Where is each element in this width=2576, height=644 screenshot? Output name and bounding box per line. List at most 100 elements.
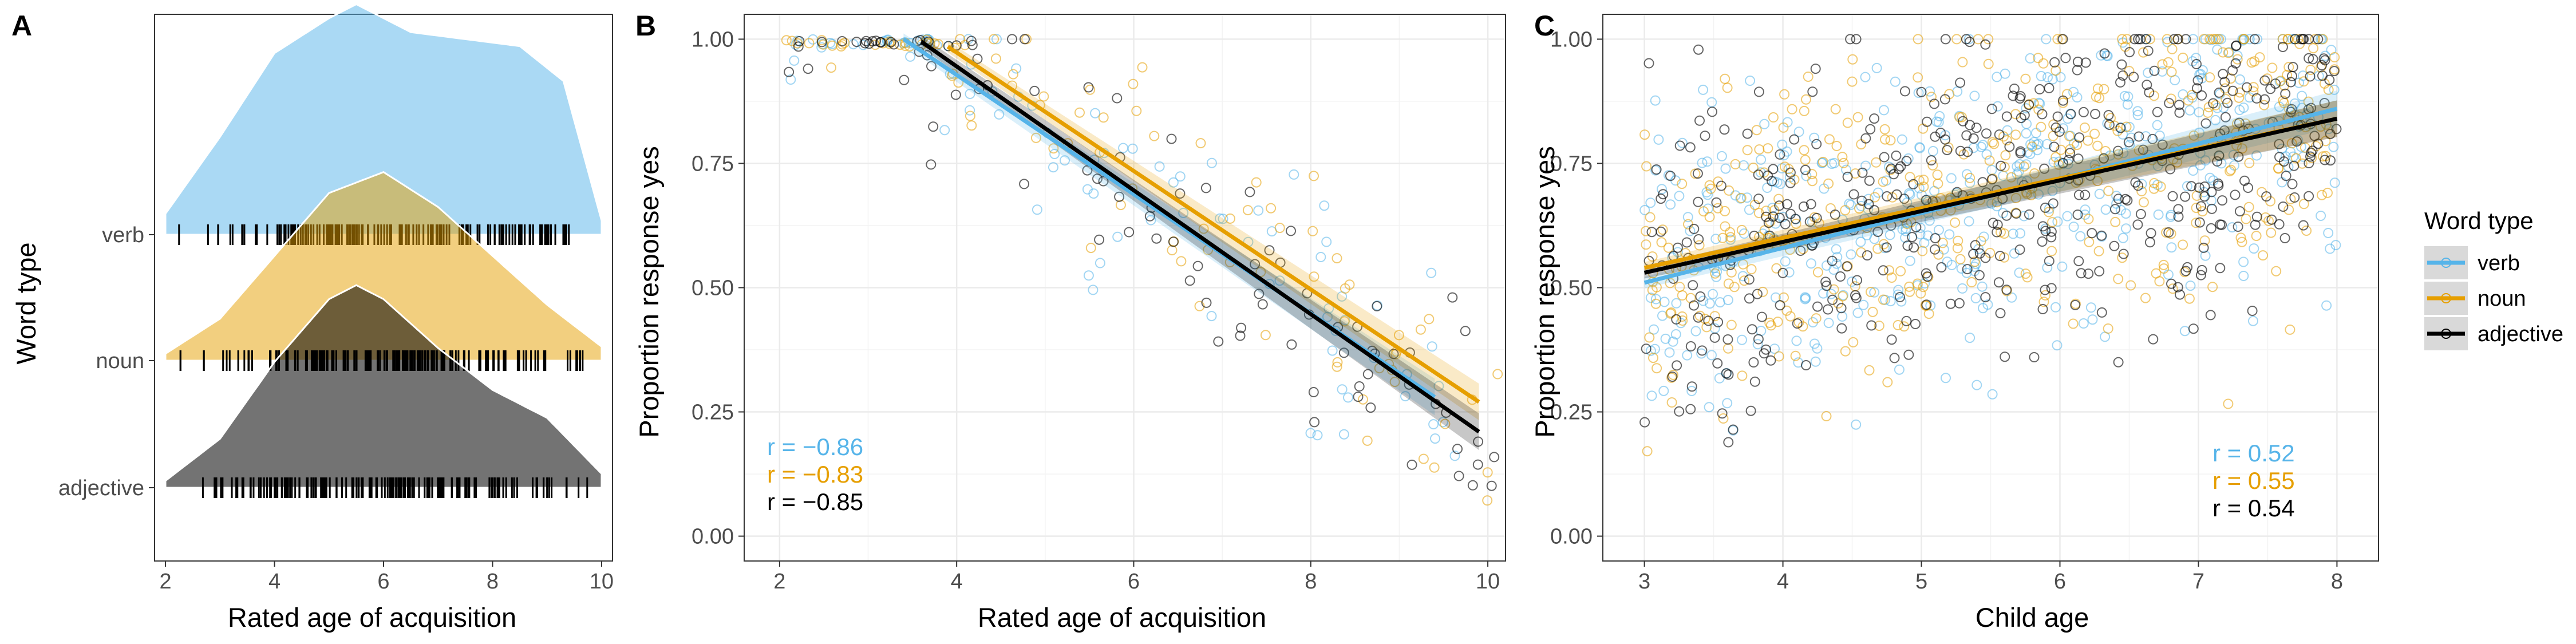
data-point-adjective [1908, 179, 1919, 189]
data-point-noun [1840, 205, 1851, 216]
data-point-verb [1755, 167, 1766, 178]
data-point-adjective [1254, 289, 1265, 299]
data-point-verb [1752, 339, 1763, 350]
data-point-verb [2068, 222, 2079, 232]
data-point-adjective [1681, 237, 1692, 248]
data-point-adjective [1777, 267, 1788, 278]
data-point-adjective [2280, 88, 2291, 99]
data-point-noun [1987, 137, 1998, 148]
data-point-verb [1312, 430, 1323, 441]
data-point-adjective [886, 37, 896, 48]
data-point-adjective [1789, 134, 1800, 145]
data-point-noun [2103, 185, 2114, 196]
data-point-adjective [2029, 352, 2040, 362]
data-point-adjective [2173, 211, 2184, 222]
data-point-noun [2218, 47, 2229, 58]
data-point-noun [1886, 272, 1897, 283]
data-point-adjective [2306, 147, 2317, 158]
data-point-adjective [1711, 197, 1722, 208]
data-point-adjective [1748, 357, 1759, 368]
data-point-adjective [943, 41, 954, 52]
data-point-adjective [2072, 65, 2083, 76]
data-point-adjective [2080, 57, 2091, 68]
data-point-verb [2009, 248, 2020, 259]
data-point-noun [2001, 135, 2012, 146]
data-point-adjective [2218, 69, 2229, 80]
data-point-adjective [1992, 219, 2003, 230]
data-point-noun [837, 39, 848, 50]
data-point-noun [1255, 267, 1266, 278]
data-point-adjective [1264, 245, 1275, 256]
data-point-noun [2248, 82, 2259, 93]
data-point-adjective [2004, 141, 2015, 152]
data-point-noun [1791, 218, 1801, 229]
data-point-verb [1781, 146, 1792, 157]
data-point-adjective [1747, 324, 1757, 335]
data-point-adjective [1723, 437, 1734, 448]
data-point-noun [1030, 132, 1041, 143]
data-point-noun [2225, 166, 2235, 177]
data-point-verb [1800, 294, 1811, 305]
data-point-adjective [1907, 232, 1918, 243]
panel-c: r = 0.52r = 0.55r = 0.54 3 4 5 6 7 8 0.00 0.25 0.… [1550, 14, 2379, 594]
data-point-verb [2042, 262, 2053, 273]
legend-point-verb [2441, 258, 2451, 268]
data-point-adjective [1785, 177, 1796, 188]
data-point-noun [2113, 149, 2124, 160]
data-point-adjective [1909, 242, 1919, 253]
data-point-noun [2317, 34, 2328, 45]
data-point-noun [1085, 84, 1096, 95]
data-point-verb [1925, 300, 1936, 311]
data-point-adjective [2144, 87, 2155, 98]
data-point-noun [2099, 84, 2109, 94]
data-point-verb [1712, 266, 1722, 277]
data-point-noun [1674, 282, 1685, 293]
data-point-verb [1772, 177, 1783, 188]
data-point-verb [2185, 280, 2196, 291]
data-point-noun [1749, 199, 1760, 210]
data-point-adjective [1753, 86, 1764, 97]
data-point-adjective [2050, 122, 2061, 133]
data-point-verb [1856, 200, 1867, 211]
data-point-verb [2094, 188, 2105, 199]
data-point-verb [1894, 364, 1905, 375]
data-point-adjective [2117, 70, 2128, 81]
data-point-adjective [1958, 116, 1968, 127]
data-point-adjective [2148, 334, 2159, 345]
data-point-adjective [1889, 353, 1900, 364]
data-point-noun [1830, 104, 1841, 114]
data-point-verb [1649, 324, 1659, 335]
panel-b-grid [744, 14, 1506, 561]
data-point-adjective [864, 38, 875, 49]
data-point-adjective [1942, 145, 1953, 156]
data-point-verb [2122, 99, 2133, 110]
data-point-noun [1932, 169, 1943, 180]
data-point-noun [839, 37, 850, 48]
data-point-noun [2329, 52, 2340, 62]
data-point-adjective [2215, 263, 2226, 274]
data-point-noun [2159, 263, 2170, 274]
data-point-adjective [803, 64, 813, 74]
data-point-adjective [1951, 187, 1962, 197]
data-point-noun [1856, 247, 1867, 258]
data-point-adjective [2103, 110, 2114, 121]
data-point-noun [955, 34, 966, 45]
data-point-adjective [1848, 189, 1859, 200]
data-point-verb [1049, 149, 1060, 159]
data-point-adjective [1935, 128, 1946, 138]
data-point-noun [2040, 290, 2050, 301]
data-point-verb [1978, 303, 1988, 314]
data-point-noun [1644, 332, 1655, 343]
data-point-noun [1251, 177, 1262, 188]
data-point-verb [1941, 373, 1951, 384]
data-point-adjective [1775, 300, 1785, 311]
data-point-adjective [2073, 256, 2084, 267]
data-point-adjective [1901, 156, 1912, 167]
data-point-verb [2068, 86, 2079, 97]
data-point-noun [1950, 217, 1961, 228]
data-point-noun [2234, 92, 2245, 103]
data-point-verb [2182, 181, 2192, 192]
panel-a-ylabel: Word type [11, 242, 41, 364]
data-point-adjective [2046, 226, 2057, 237]
data-point-verb [2132, 106, 2143, 117]
